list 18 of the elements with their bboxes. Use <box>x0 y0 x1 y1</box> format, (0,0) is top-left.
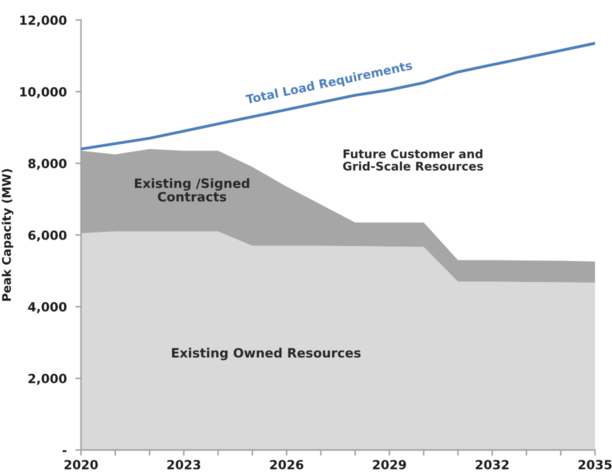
y-tick-label: - <box>62 450 66 452</box>
y-tick-label: 4,000 <box>28 302 67 314</box>
y-tick-label: 8,000 <box>28 158 67 170</box>
y-tick-label: 10,000 <box>20 87 67 98</box>
x-tick-label: 2020 <box>64 460 98 470</box>
x-tick-label: 2026 <box>270 460 304 470</box>
line-series <box>81 42 595 150</box>
series-label: Existing /Signed Contracts <box>134 178 250 202</box>
y-axis-title: Peak Capacity (MW) <box>2 169 14 301</box>
annotation: Future Customer and Grid-Scale Resources <box>343 149 483 171</box>
x-tick-label: 2023 <box>167 460 200 470</box>
y-tick-label: 12,000 <box>20 15 67 27</box>
y-tick-label: 2,000 <box>28 374 67 385</box>
x-tick-label: 2032 <box>476 460 509 470</box>
series-label: Existing Owned Resources <box>172 348 361 360</box>
x-tick-label: 2035 <box>578 460 612 470</box>
x-tick-label: 2029 <box>372 460 406 470</box>
y-tick-label: 6,000 <box>28 230 67 242</box>
